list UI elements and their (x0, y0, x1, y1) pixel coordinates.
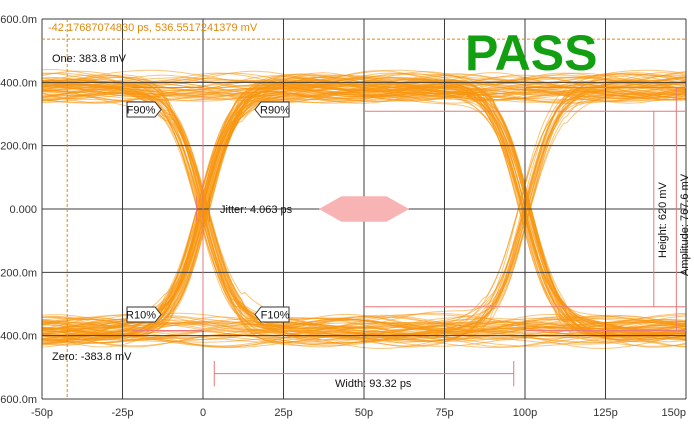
marker-label: F90% (127, 105, 156, 117)
x-tick-label: 0 (200, 407, 206, 419)
marker-callout (254, 101, 290, 118)
x-tick-label: 150p (662, 407, 686, 419)
eye-width-label: Width: 93.32 ps (335, 378, 412, 390)
amplitude-label: Amplitude: 767.6 mV (679, 173, 691, 276)
x-tick-label: 75p (435, 407, 453, 419)
pass-status: PASS (465, 25, 597, 81)
y-tick-label: 600.0m (0, 14, 37, 26)
zero-level-label: Zero: -383.8 mV (52, 351, 132, 363)
x-tick-label: 50p (355, 407, 373, 419)
x-tick-label: 25p (274, 407, 292, 419)
transition-markers: F90% R90% R10% F10% (126, 101, 290, 323)
y-tick-label: 200.0m (0, 141, 37, 153)
y-tick-label: -400.0m (0, 331, 37, 343)
y-tick-label: 0.000 (9, 204, 37, 216)
x-tick-label: 125p (593, 407, 617, 419)
marker-callout (126, 306, 162, 323)
x-tick-label: 100p (513, 407, 537, 419)
x-tick-label: -50p (31, 407, 53, 419)
y-tick-label: -600.0m (0, 394, 37, 406)
cursor-readout: -42.17687074830 ps, 536.5517241379 mV (48, 22, 258, 34)
marker-label: R90% (260, 105, 290, 117)
eye-height-label: Height: 620 mV (657, 182, 669, 258)
marker-label: R10% (126, 310, 156, 322)
x-tick-label: -25p (111, 407, 133, 419)
jitter-label: Jitter: 4.063 ps (220, 204, 293, 216)
marker-label: F10% (261, 310, 290, 322)
one-level-label: One: 383.8 mV (52, 53, 127, 65)
marker-callout (126, 101, 162, 118)
mask-polygon (318, 196, 410, 222)
mask-region (318, 196, 410, 222)
y-tick-label: 400.0m (0, 77, 37, 89)
axis-tick-labels: -50p -25p 0 25p 50p 75p 100p 125p 150p 600.0m 400.… (0, 14, 686, 419)
y-tick-label: -200.0m (0, 267, 37, 279)
measurement-lines (132, 86, 686, 387)
marker-callout (254, 306, 290, 323)
cursor-crosshair (42, 19, 686, 399)
